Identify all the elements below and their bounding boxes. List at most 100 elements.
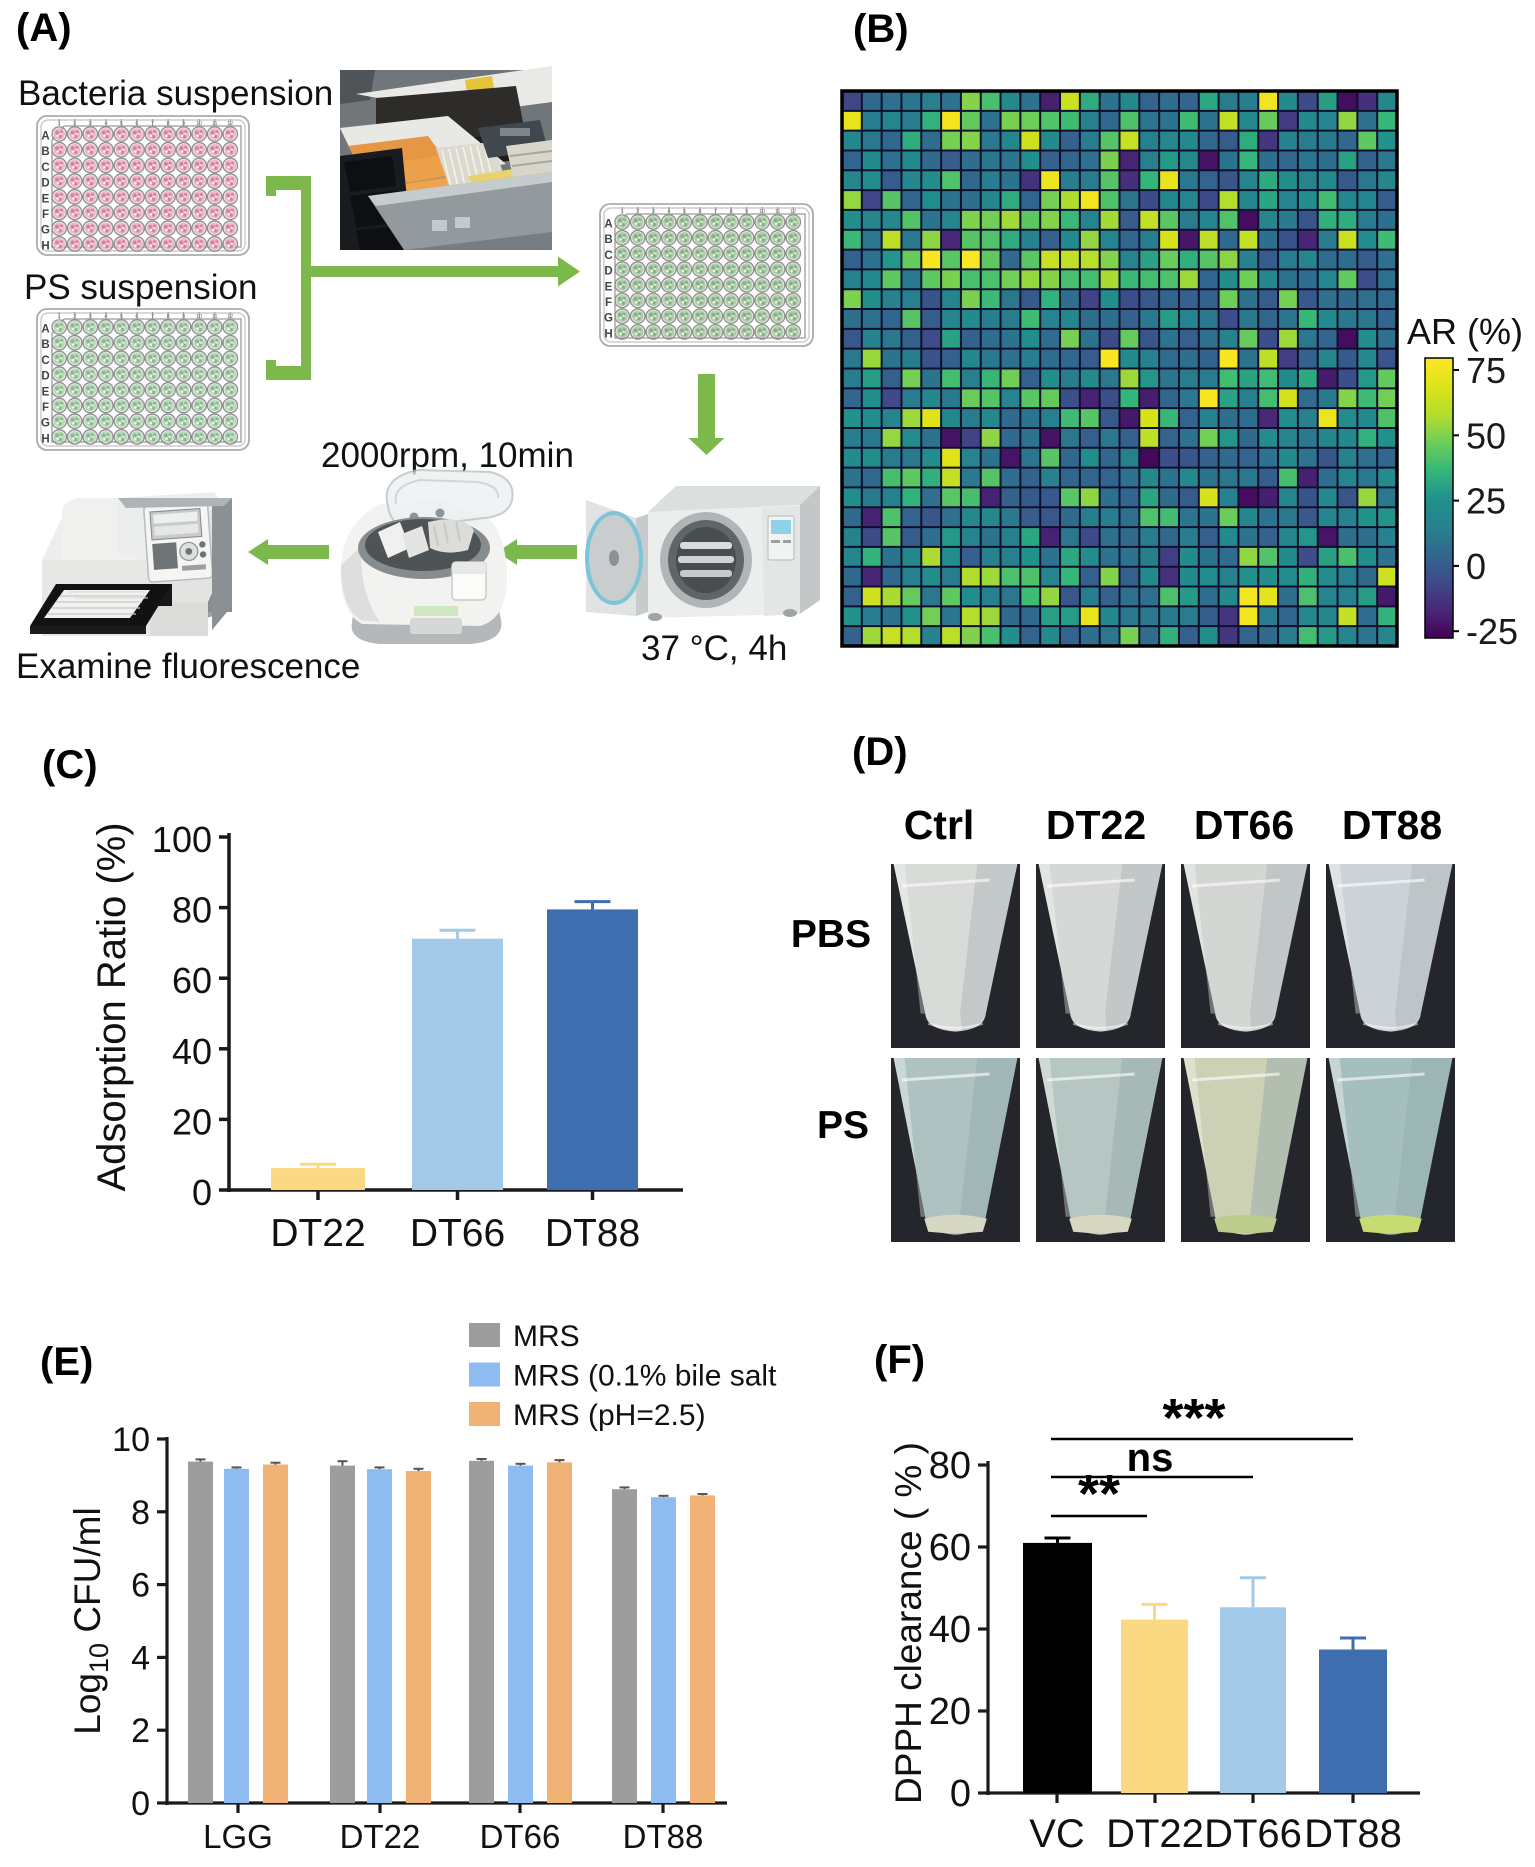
- svg-text:6: 6: [698, 209, 701, 215]
- svg-text:E: E: [605, 281, 613, 293]
- svg-text:80: 80: [172, 890, 212, 931]
- svg-text:H: H: [41, 240, 49, 252]
- svg-text:8: 8: [730, 209, 733, 215]
- svg-text:40: 40: [172, 1031, 212, 1072]
- svg-text:6: 6: [135, 121, 138, 127]
- svg-text:E: E: [42, 193, 50, 205]
- svg-text:10: 10: [112, 1421, 150, 1459]
- svg-text:C: C: [41, 355, 49, 367]
- svg-text:50: 50: [1466, 415, 1506, 456]
- svg-text:C: C: [604, 250, 612, 262]
- svg-text:DPPH clearance ( % ): DPPH clearance ( % ): [888, 1442, 929, 1804]
- svg-text:DT22: DT22: [1046, 802, 1146, 848]
- svg-text:0: 0: [192, 1172, 212, 1213]
- svg-text:20: 20: [172, 1101, 212, 1142]
- svg-text:DT66: DT66: [410, 1212, 505, 1255]
- svg-text:2: 2: [131, 1712, 150, 1750]
- svg-text:AR (%): AR (%): [1407, 311, 1523, 352]
- svg-text:9: 9: [182, 314, 185, 320]
- svg-text:PS: PS: [817, 1104, 869, 1147]
- svg-text:7: 7: [151, 121, 154, 127]
- svg-text:11: 11: [775, 209, 781, 215]
- svg-text:20: 20: [929, 1691, 971, 1733]
- svg-text:H: H: [41, 433, 49, 445]
- svg-text:C: C: [41, 162, 49, 174]
- svg-text:H: H: [604, 328, 612, 340]
- svg-text:12: 12: [227, 121, 233, 127]
- svg-text:DT88: DT88: [1342, 802, 1442, 848]
- svg-text:DT88: DT88: [545, 1212, 640, 1255]
- svg-text:F: F: [42, 209, 49, 221]
- svg-text:40: 40: [929, 1609, 971, 1651]
- svg-text:100: 100: [152, 819, 212, 860]
- svg-text:-25: -25: [1466, 611, 1518, 652]
- svg-text:(E): (E): [40, 1340, 93, 1384]
- svg-text:Bacteria suspension: Bacteria suspension: [18, 74, 333, 113]
- svg-text:DT22: DT22: [340, 1818, 421, 1855]
- svg-text:12: 12: [227, 314, 233, 320]
- svg-text:G: G: [41, 225, 50, 237]
- svg-text:B: B: [41, 339, 49, 351]
- svg-text:25: 25: [1466, 481, 1506, 522]
- svg-text:(A): (A): [16, 6, 72, 50]
- svg-text:Adsorption Ratio (%): Adsorption Ratio (%): [90, 822, 134, 1191]
- svg-text:4: 4: [667, 209, 670, 215]
- svg-text:0: 0: [1466, 546, 1486, 587]
- svg-text:LGG: LGG: [203, 1818, 273, 1855]
- svg-text:37 °C, 4h: 37 °C, 4h: [641, 629, 787, 668]
- svg-text:12: 12: [790, 209, 796, 215]
- svg-text:60: 60: [172, 960, 212, 1001]
- svg-text:DT88: DT88: [1304, 1812, 1402, 1856]
- svg-text:75: 75: [1466, 350, 1506, 391]
- svg-text:9: 9: [745, 209, 748, 215]
- svg-text:4: 4: [104, 121, 107, 127]
- svg-text:60: 60: [929, 1527, 971, 1569]
- svg-text:10: 10: [759, 209, 765, 215]
- svg-text:0: 0: [950, 1773, 971, 1815]
- svg-text:1: 1: [58, 314, 61, 320]
- svg-text:DT66: DT66: [1204, 1812, 1302, 1856]
- svg-text:6: 6: [135, 314, 138, 320]
- svg-text:Examine fluorescence: Examine fluorescence: [16, 647, 360, 686]
- svg-text:G: G: [41, 418, 50, 430]
- svg-text:5: 5: [120, 314, 123, 320]
- svg-text:1: 1: [58, 121, 61, 127]
- svg-text:D: D: [41, 371, 49, 383]
- svg-text:Ctrl: Ctrl: [904, 802, 975, 848]
- svg-text:MRS: MRS: [513, 1320, 580, 1353]
- svg-text:F: F: [605, 297, 612, 309]
- svg-text:B: B: [604, 234, 612, 246]
- svg-text:VC: VC: [1029, 1812, 1085, 1856]
- svg-text:7: 7: [151, 314, 154, 320]
- svg-text:A: A: [41, 131, 49, 143]
- svg-text:PS suspension: PS suspension: [24, 268, 257, 307]
- svg-text:(F): (F): [874, 1338, 925, 1382]
- svg-text:ns: ns: [1127, 1436, 1174, 1480]
- svg-text:DT88: DT88: [623, 1818, 704, 1855]
- svg-text:F: F: [42, 402, 49, 414]
- svg-text:7: 7: [714, 209, 717, 215]
- svg-text:3: 3: [652, 209, 655, 215]
- svg-text:2: 2: [636, 209, 639, 215]
- svg-text:PBS: PBS: [791, 913, 871, 956]
- svg-text:MRS (0.1% bile salt: MRS (0.1% bile salt: [513, 1360, 777, 1393]
- svg-text:3: 3: [89, 121, 92, 127]
- svg-text:Log10 CFU/ml: Log10 CFU/ml: [67, 1507, 114, 1734]
- svg-text:4: 4: [131, 1639, 150, 1677]
- svg-text:9: 9: [182, 121, 185, 127]
- svg-text:0: 0: [131, 1785, 150, 1823]
- svg-text:MRS (pH=2.5): MRS (pH=2.5): [513, 1399, 706, 1432]
- svg-text:5: 5: [120, 121, 123, 127]
- svg-text:8: 8: [167, 314, 170, 320]
- svg-text:**: **: [1078, 1464, 1120, 1524]
- svg-text:DT66: DT66: [480, 1818, 561, 1855]
- svg-text:G: G: [604, 313, 613, 325]
- svg-text:2000rpm, 10min: 2000rpm, 10min: [321, 436, 574, 475]
- svg-text:(B): (B): [853, 7, 909, 51]
- svg-text:8: 8: [131, 1494, 150, 1532]
- svg-text:DT66: DT66: [1194, 802, 1294, 848]
- svg-text:10: 10: [196, 121, 202, 127]
- svg-text:10: 10: [196, 314, 202, 320]
- svg-text:6: 6: [131, 1567, 150, 1605]
- svg-text:D: D: [604, 266, 612, 278]
